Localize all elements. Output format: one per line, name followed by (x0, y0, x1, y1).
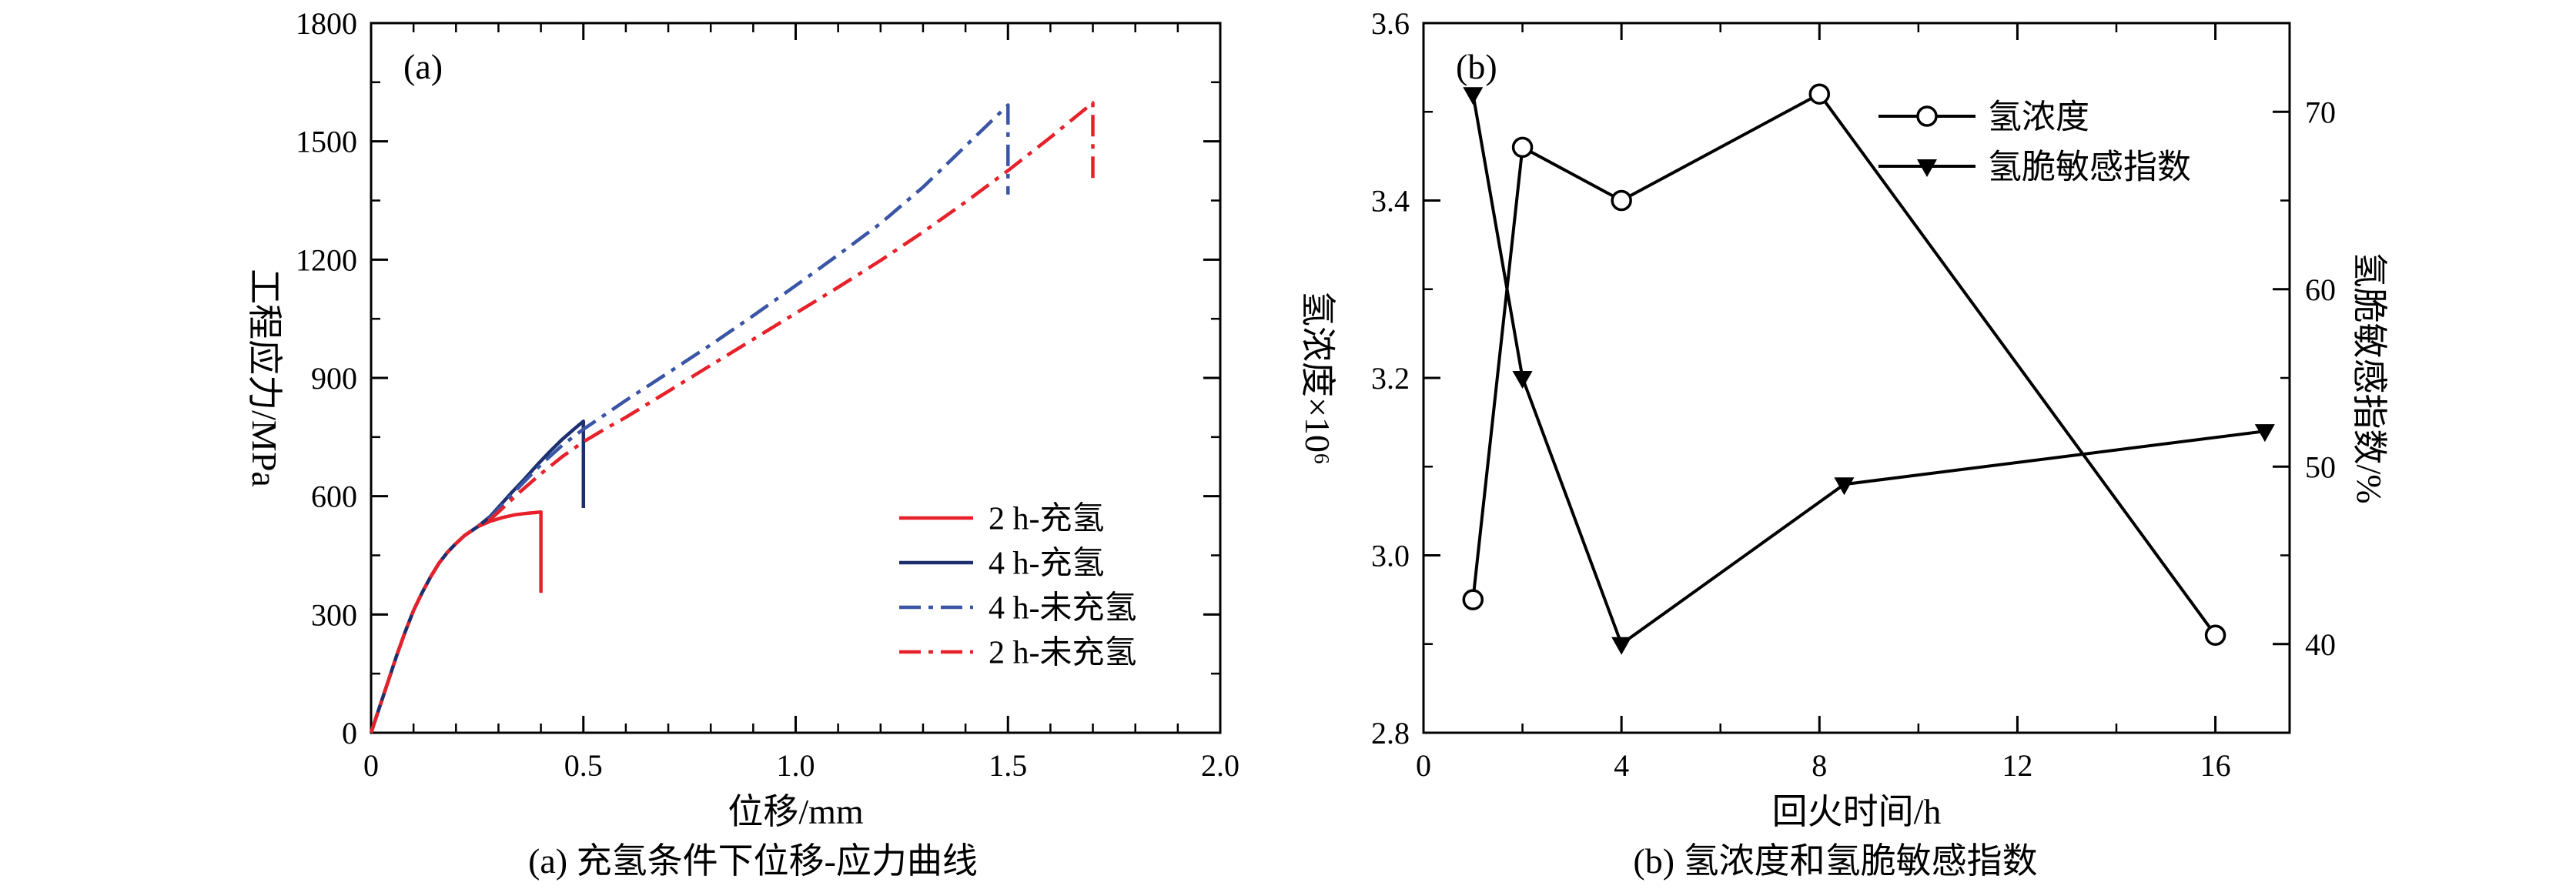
y-right-tick-label: 40 (2305, 627, 2336, 662)
x-axis-title: 位移/mm (728, 792, 864, 831)
y-tick-label: 1800 (296, 6, 357, 41)
marker-triangle-down (1463, 87, 1484, 105)
legend-label: 氢浓度 (1988, 98, 2089, 135)
marker-circle-open (1611, 189, 1632, 212)
series-line-3 (369, 101, 1095, 734)
y-tick-label: 2.8 (1371, 716, 1410, 750)
x-tick-label: 0 (363, 748, 379, 783)
y-tick-label: 3.6 (1371, 6, 1410, 41)
legend-label: 2 h-未充氢 (989, 636, 1137, 671)
marker-circle-open (1808, 83, 1831, 105)
axis-frame (1422, 22, 2291, 734)
marker-circle-open (1511, 136, 1534, 159)
y-tick-label: 300 (311, 597, 357, 632)
legend-marker-triangle (1917, 159, 1937, 177)
y-right-tick-label: 70 (2305, 95, 2336, 129)
legend-label: 4 h-未充氢 (989, 591, 1137, 627)
legend-marker-circle (1916, 105, 1938, 127)
x-axis-title: 回火时间/h (1772, 792, 1942, 831)
legend-label: 4 h-充氢 (989, 546, 1105, 582)
marker-circle-open (2204, 624, 2226, 646)
marker-triangle-down (1611, 637, 1632, 655)
y-tick-label: 600 (311, 480, 357, 514)
panel-label: (b) (1456, 47, 1497, 86)
marker-triangle-down (1834, 477, 1855, 496)
y-tick-label: 3.4 (1371, 184, 1410, 219)
x-tick-label: 1.0 (777, 748, 815, 783)
legend-label: 氢脆敏感指数 (1988, 148, 2191, 185)
y-tick-label: 1200 (296, 242, 357, 277)
y-axis-title-left: 氢浓度×10⁶ (1298, 291, 1337, 465)
marker-circle-open (1462, 589, 1484, 610)
series-line-1 (369, 419, 586, 734)
legend-label: 2 h-充氢 (989, 502, 1105, 537)
y-tick-label: 3.0 (1371, 539, 1410, 573)
marker-triangle-down (2254, 424, 2275, 443)
caption-panel-a: (a) 充氢条件下位移-应力曲线 (528, 841, 978, 881)
x-tick-label: 16 (2200, 748, 2231, 783)
x-tick-label: 0 (1416, 748, 1431, 783)
caption-panel-b: (b) 氢浓度和氢脆敏感指数 (1633, 841, 2038, 881)
y-tick-label: 900 (311, 361, 357, 396)
x-tick-label: 2.0 (1201, 748, 1239, 783)
chart-panel_a: 0 0.5 1.0 1.5 2.0 0 300 600 900 1200 1500 1800 位移/mm… (245, 6, 1239, 831)
y-axis-title-right: 氢脆敏感指数/% (2350, 252, 2389, 503)
x-tick-label: 8 (1812, 748, 1827, 783)
x-tick-label: 1.5 (989, 748, 1027, 783)
marker-triangle-down (1512, 371, 1533, 389)
chart-panel_b: 0 4 8 12 16 2.8 3.0 3.2 3.4 3.6 40 50 60 70 回火时间/h 氢浓度×… (1298, 6, 2389, 831)
y-axis-title-left: 工程应力/MPa (245, 269, 284, 487)
series-line-2 (369, 103, 1010, 734)
panel-label: (a) (403, 47, 443, 86)
x-tick-label: 4 (1614, 748, 1629, 783)
x-tick-label: 0.5 (564, 748, 603, 783)
y-right-tick-label: 60 (2305, 272, 2336, 307)
y-tick-label: 1500 (296, 125, 357, 159)
y-right-tick-label: 50 (2305, 450, 2336, 484)
x-tick-label: 12 (2002, 748, 2032, 783)
y-tick-label: 0 (342, 716, 357, 750)
y-tick-label: 3.2 (1371, 361, 1410, 396)
